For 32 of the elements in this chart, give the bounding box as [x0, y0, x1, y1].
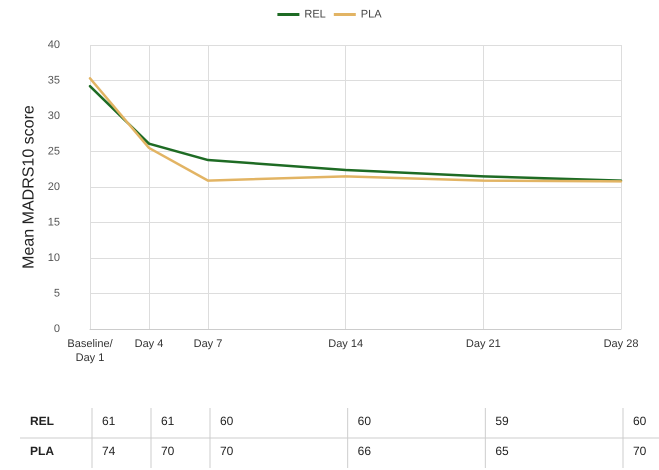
x-tick-label: Baseline/ Day 1 [67, 338, 114, 364]
y-tick-label: 15 [48, 216, 60, 228]
text: 70 [633, 444, 647, 458]
x-tick-label: Day 21 [466, 338, 501, 350]
y-tick-label: 40 [48, 39, 60, 51]
text: 61 [102, 414, 116, 428]
legend-label: REL [304, 8, 326, 20]
y-tick-label: 20 [48, 181, 60, 193]
y-tick-label: 35 [48, 74, 60, 86]
text: REL [30, 414, 54, 428]
y-tick-label: 25 [48, 146, 60, 158]
text: 60 [633, 414, 647, 428]
text: 60 [220, 414, 234, 428]
text: 61 [161, 414, 175, 428]
x-tick-label: Day 7 [194, 338, 222, 350]
y-tick-label: 5 [54, 288, 60, 300]
legend-label: PLA [360, 8, 382, 20]
y-tick-label: 0 [54, 323, 60, 335]
text: 66 [358, 444, 372, 458]
text: 70 [220, 444, 234, 458]
y-tick-label: 30 [48, 110, 60, 122]
y-axis-title: Mean MADRS10 score [20, 105, 38, 269]
text: 70 [161, 444, 175, 458]
text: 60 [358, 414, 372, 428]
y-tick-label: 10 [48, 252, 60, 264]
x-tick-label: Day 4 [134, 338, 164, 350]
text: 74 [102, 444, 116, 458]
text: 59 [495, 414, 510, 428]
text: 65 [495, 444, 510, 458]
x-tick-label: Day 14 [328, 338, 364, 350]
text: PLA [30, 444, 54, 458]
x-tick-label: Day 28 [604, 338, 638, 350]
